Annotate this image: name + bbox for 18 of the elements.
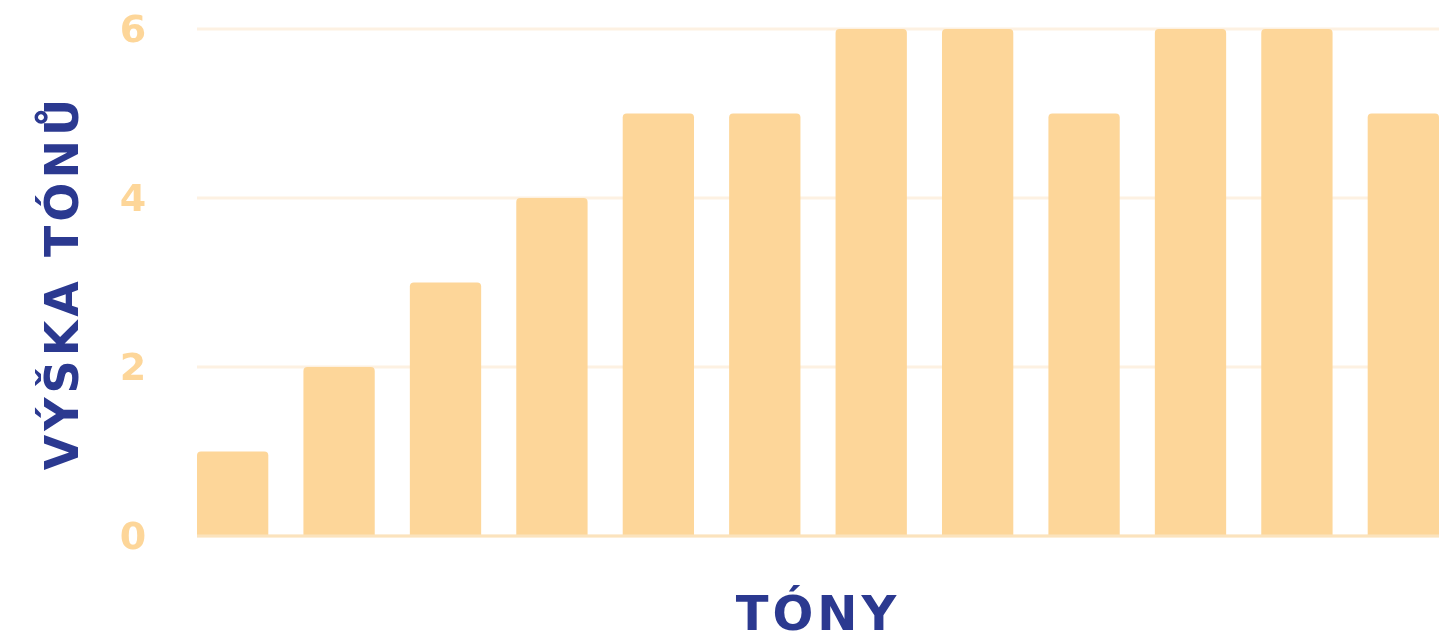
bar	[516, 198, 588, 536]
y-tick-label: 6	[119, 7, 147, 52]
x-axis-title: TÓNY	[735, 585, 901, 637]
bar	[1261, 29, 1333, 536]
bar	[622, 113, 695, 536]
bar	[835, 29, 907, 536]
bar	[409, 282, 482, 536]
bar	[1048, 113, 1120, 536]
bar	[197, 451, 269, 536]
y-tick-label: 4	[119, 176, 147, 221]
bar	[1154, 29, 1227, 536]
bar	[1367, 113, 1439, 536]
bar	[729, 113, 801, 536]
y-axis-title: VÝŠKA TÓNŮ	[34, 94, 89, 471]
y-tick-label: 0	[119, 514, 147, 559]
bar	[941, 29, 1014, 536]
bar	[303, 367, 375, 536]
y-tick-label: 2	[119, 345, 147, 390]
